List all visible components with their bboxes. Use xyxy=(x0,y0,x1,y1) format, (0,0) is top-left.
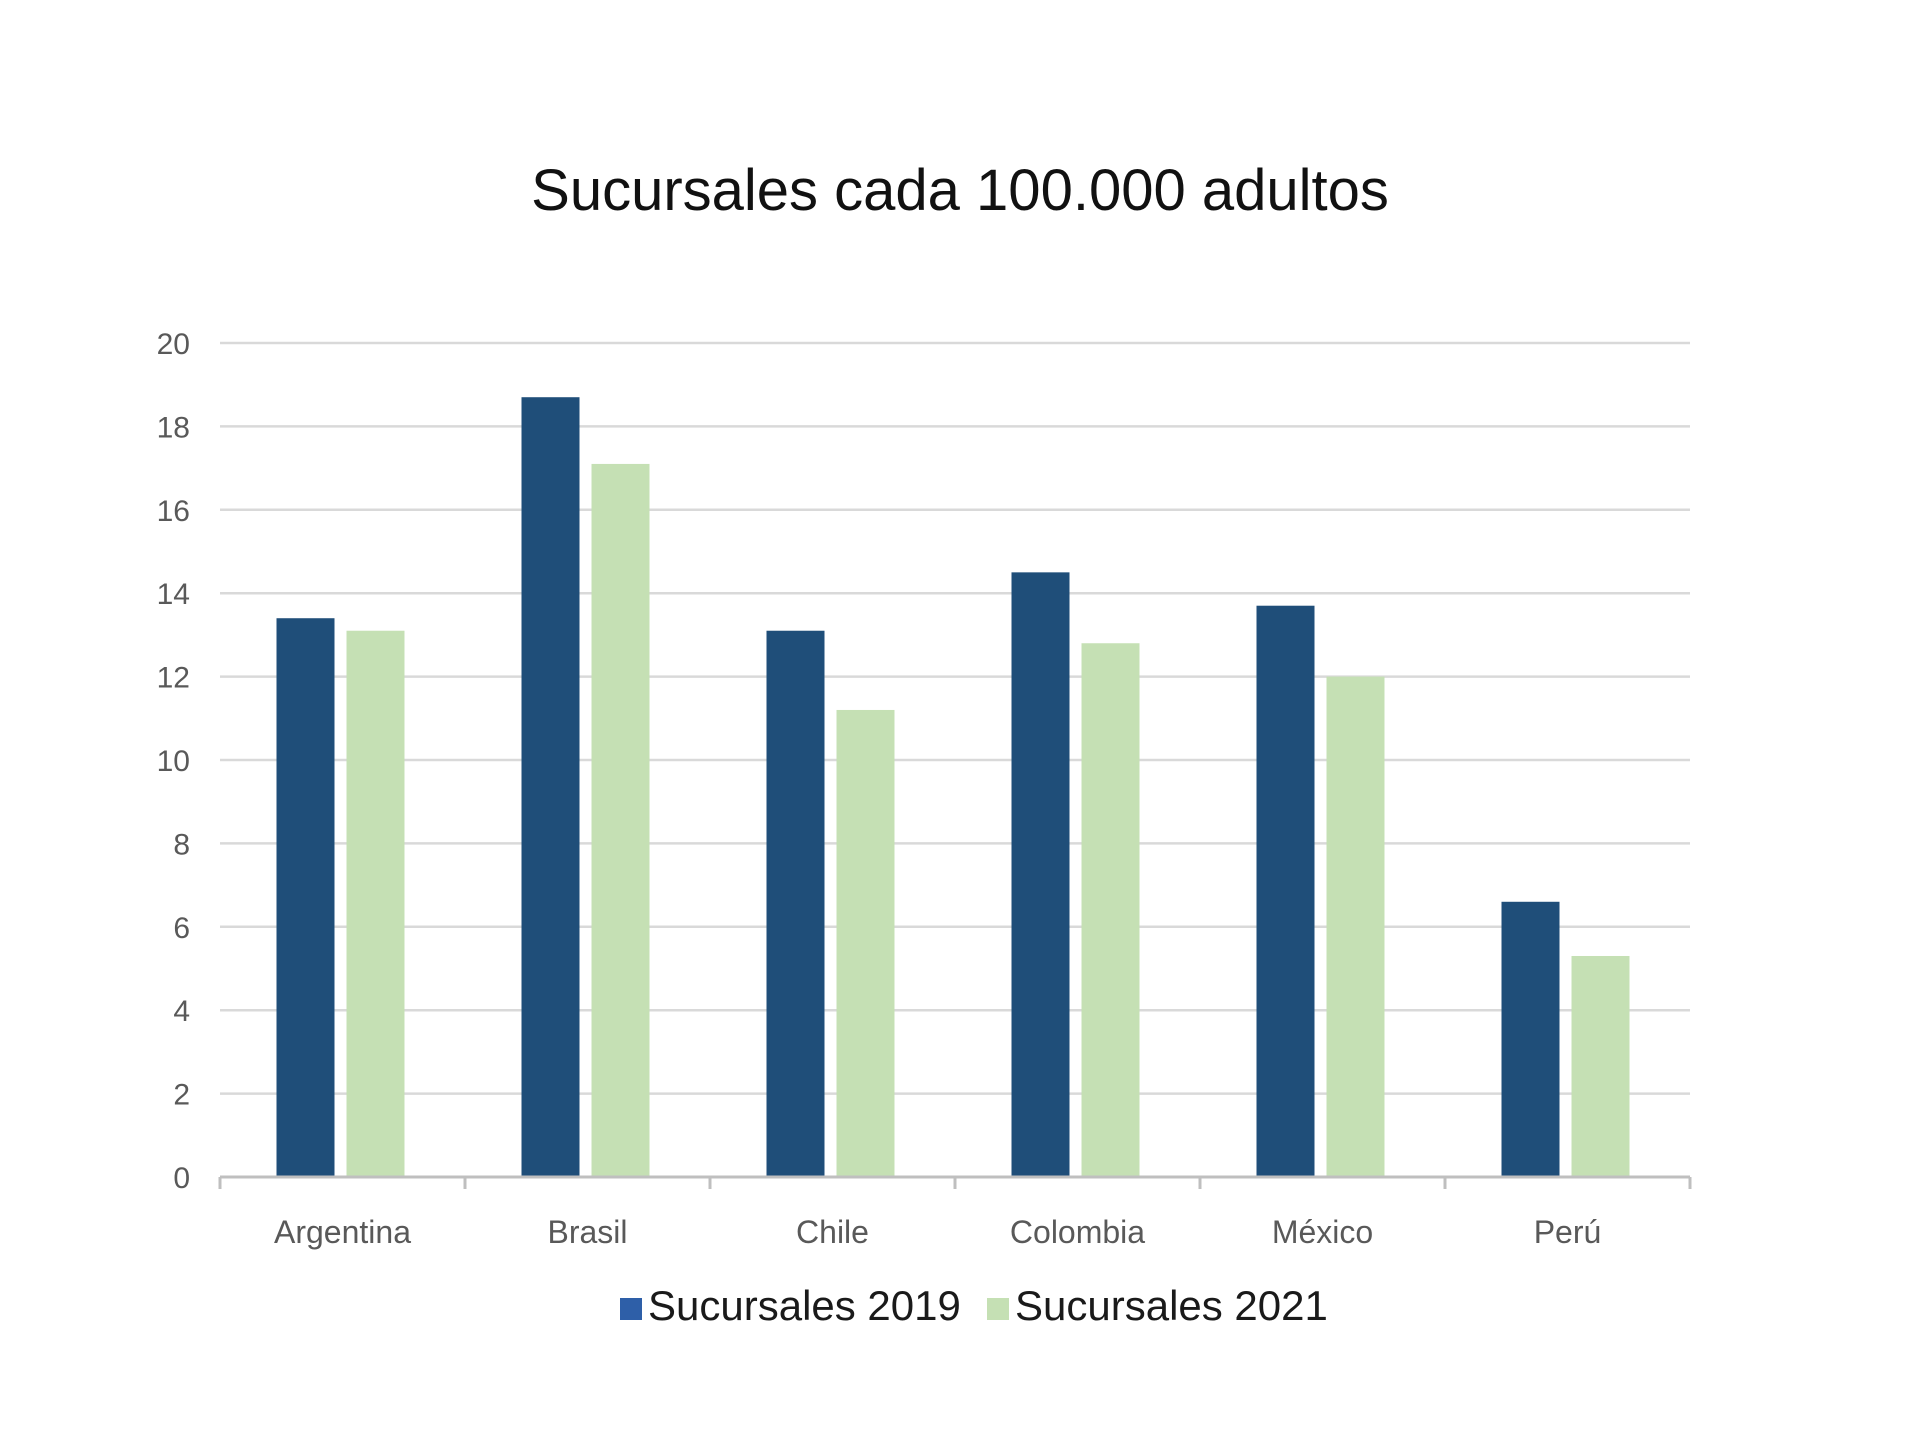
x-category-label: Colombia xyxy=(1010,1214,1145,1250)
bar-2021-brasil xyxy=(591,463,650,1177)
bar-2021-colombia xyxy=(1081,643,1140,1177)
bar-2019-colombia xyxy=(1011,572,1070,1177)
y-tick-label: 8 xyxy=(173,828,190,861)
legend-swatch xyxy=(987,1298,1009,1320)
legend-label: Sucursales 2019 xyxy=(648,1282,961,1329)
chart-title: Sucursales cada 100.000 adultos xyxy=(531,158,1389,223)
bar-2019-brasil xyxy=(521,397,580,1178)
bar-2021-méxico xyxy=(1326,676,1385,1177)
bar-2019-méxico xyxy=(1256,605,1315,1177)
y-tick-label: 10 xyxy=(157,745,190,778)
y-tick-label: 2 xyxy=(173,1079,190,1112)
x-axis-category-labels: Argentina Brasil Chile Colombia México Perú xyxy=(274,1214,1601,1250)
bar-2019-argentina xyxy=(276,618,335,1177)
y-tick-label: 16 xyxy=(157,495,190,528)
y-tick-label: 6 xyxy=(173,912,190,945)
y-tick-label: 0 xyxy=(173,1162,190,1195)
x-category-label: Argentina xyxy=(274,1214,411,1250)
bars xyxy=(276,397,1630,1178)
y-axis-tick-labels: 0 2 4 6 8 10 12 14 16 18 20 xyxy=(157,328,190,1195)
bar-2019-perú xyxy=(1501,901,1560,1177)
bar-2021-chile xyxy=(836,709,895,1177)
legend: Sucursales 2019 Sucursales 2021 xyxy=(620,1282,1328,1329)
y-tick-label: 12 xyxy=(157,662,190,695)
y-tick-label: 14 xyxy=(157,578,190,611)
bar-2021-perú xyxy=(1571,955,1630,1177)
x-axis xyxy=(218,1175,1692,1189)
x-category-label: México xyxy=(1272,1214,1373,1250)
y-tick-label: 4 xyxy=(173,995,190,1028)
y-tick-label: 20 xyxy=(157,328,190,361)
legend-label: Sucursales 2021 xyxy=(1015,1282,1328,1329)
x-category-label: Perú xyxy=(1534,1214,1602,1250)
x-category-label: Chile xyxy=(796,1214,869,1250)
bar-2021-argentina xyxy=(346,630,405,1177)
gridlines xyxy=(220,341,1690,1095)
bar-2019-chile xyxy=(766,630,825,1177)
legend-swatch xyxy=(620,1298,642,1320)
y-tick-label: 18 xyxy=(157,411,190,444)
x-category-label: Brasil xyxy=(547,1214,627,1250)
